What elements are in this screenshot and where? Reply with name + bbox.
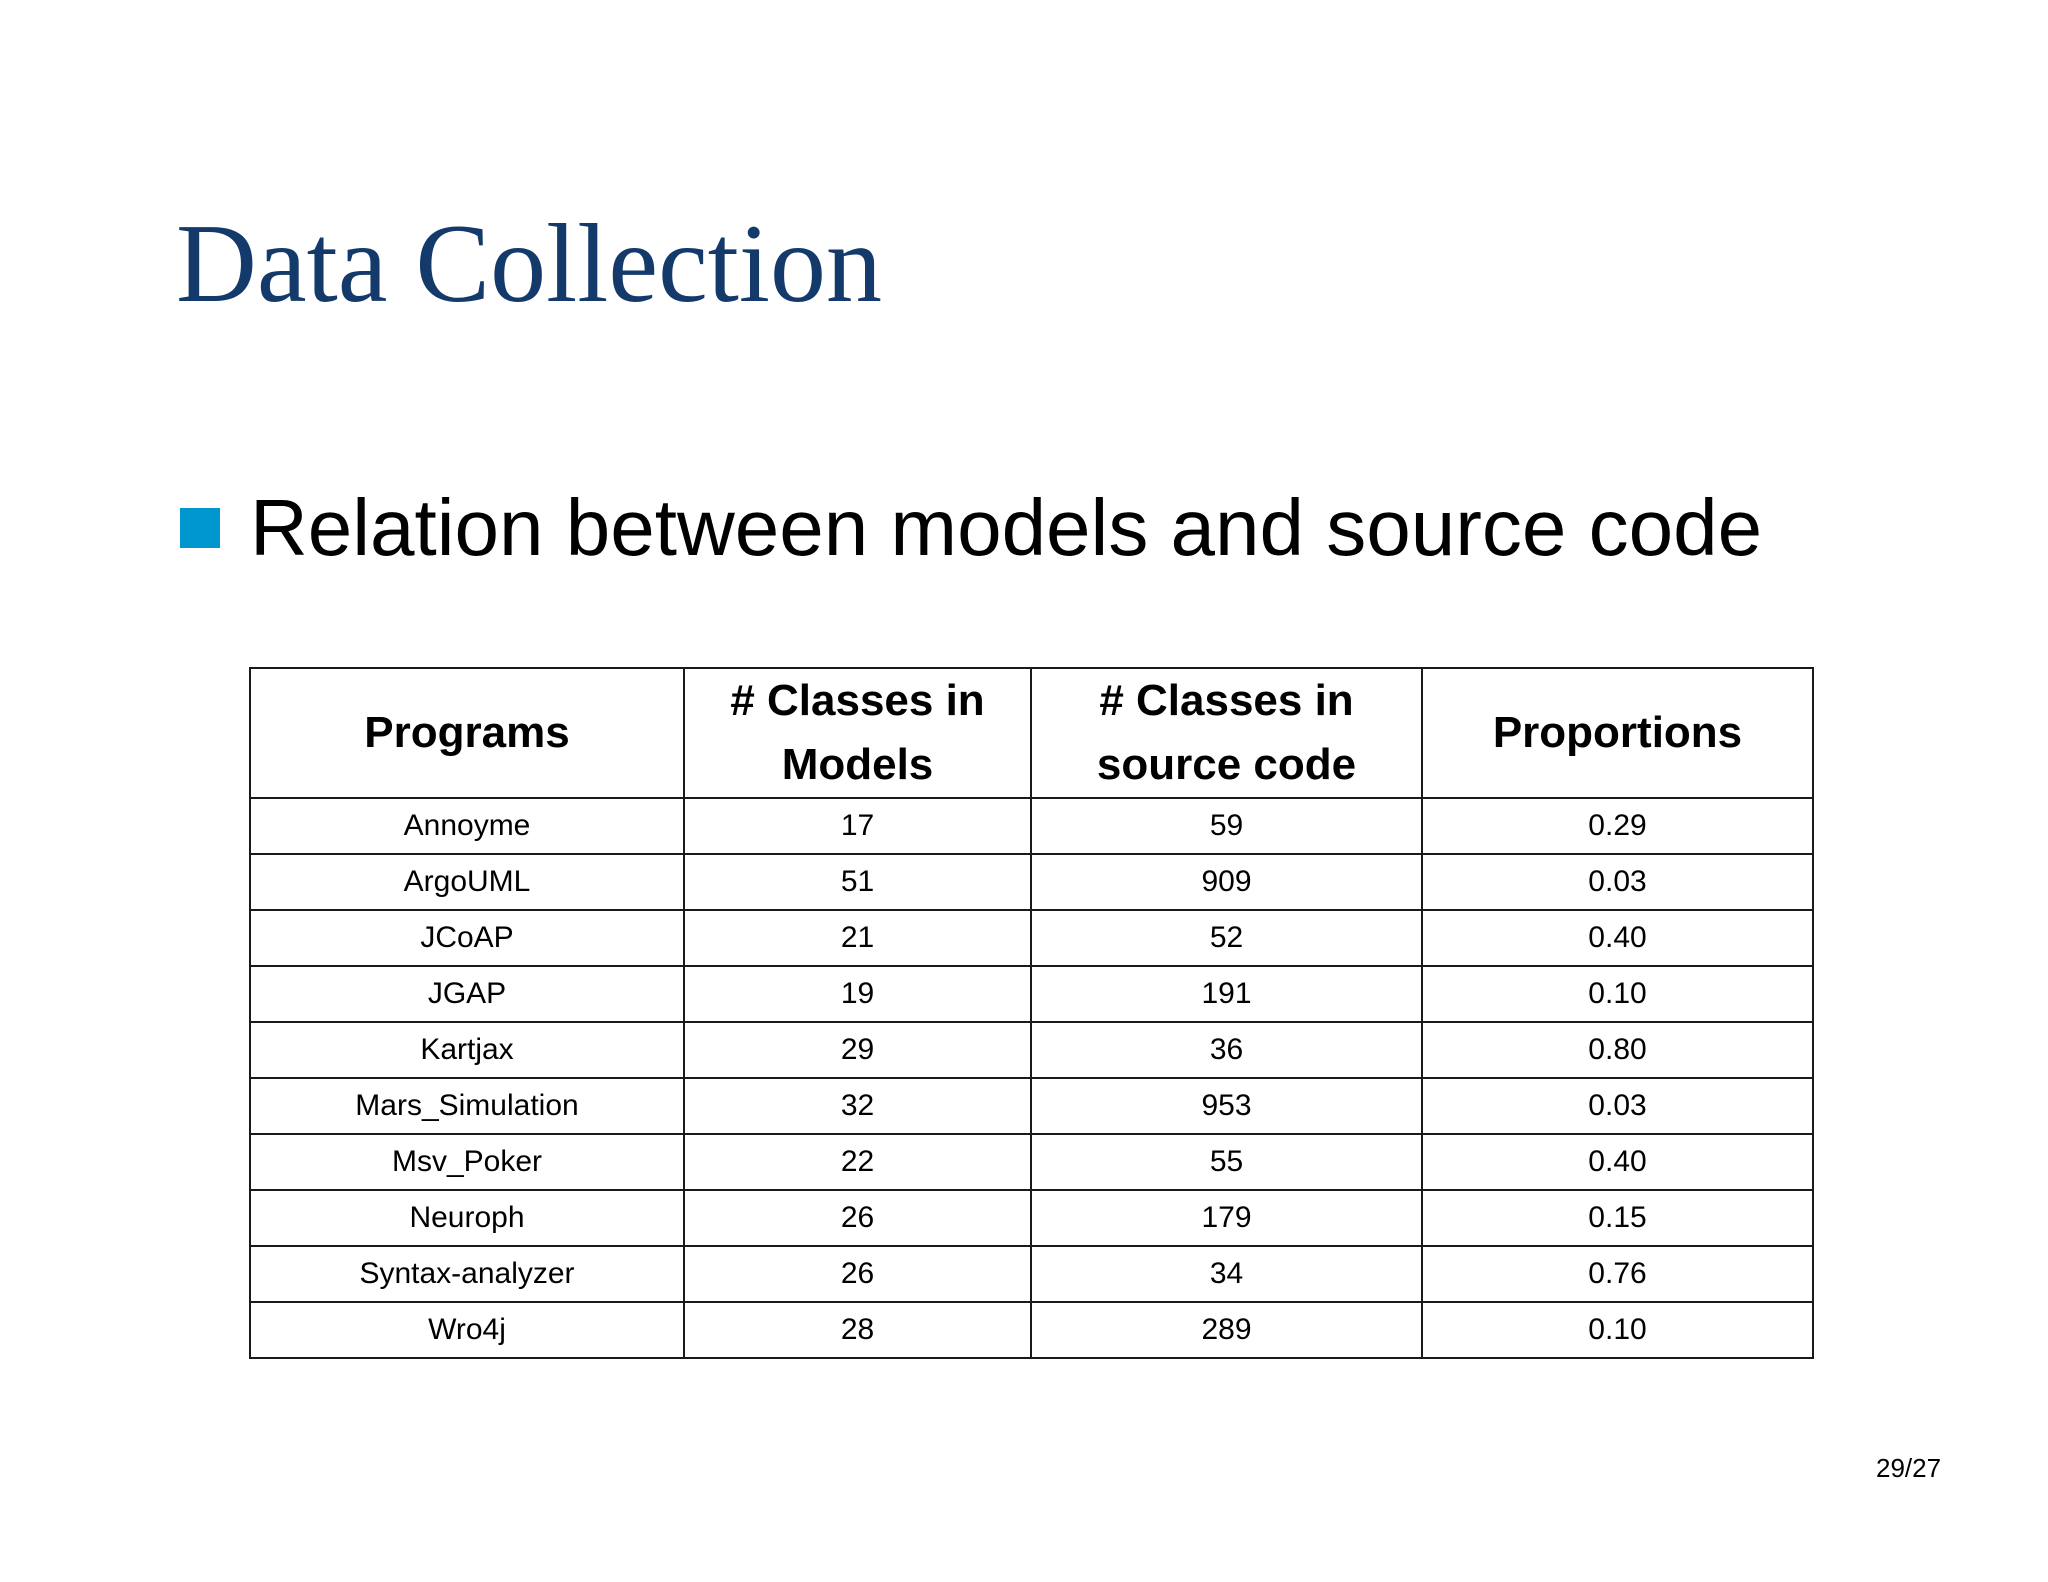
cell-models: 26 (683, 1189, 1032, 1247)
cell-program: Msv_Poker (249, 1133, 685, 1191)
cell-proportion: 0.15 (1421, 1189, 1814, 1247)
header-source-line1: # Classes in (1099, 676, 1354, 725)
bullet-item: Relation between models and source code (180, 488, 1762, 568)
bullet-text: Relation between models and source code (250, 483, 1763, 572)
cell-program: Neuroph (249, 1189, 685, 1247)
cell-models: 51 (683, 853, 1032, 911)
cell-models: 32 (683, 1077, 1032, 1135)
cell-models: 22 (683, 1133, 1032, 1191)
cell-proportion: 0.29 (1421, 797, 1814, 855)
header-classes-in-models: # Classes in Models (683, 667, 1032, 799)
cell-proportion: 0.10 (1421, 1301, 1814, 1359)
cell-program: Mars_Simulation (249, 1077, 685, 1135)
table-row: Annoyme 17 59 0.29 (249, 797, 1814, 855)
cell-models: 28 (683, 1301, 1032, 1359)
cell-proportion: 0.80 (1421, 1021, 1814, 1079)
cell-source: 953 (1030, 1077, 1423, 1135)
cell-source: 179 (1030, 1189, 1423, 1247)
cell-program: Syntax-analyzer (249, 1245, 685, 1303)
table-header-row: Programs # Classes in Models # Classes i… (249, 667, 1814, 799)
table-row: Wro4j 28 289 0.10 (249, 1301, 1814, 1359)
cell-program: Wro4j (249, 1301, 685, 1359)
cell-proportion: 0.03 (1421, 1077, 1814, 1135)
cell-source: 909 (1030, 853, 1423, 911)
cell-program: Kartjax (249, 1021, 685, 1079)
table-row: JGAP 19 191 0.10 (249, 965, 1814, 1023)
bullet-square-icon (180, 508, 220, 548)
cell-proportion: 0.03 (1421, 853, 1814, 911)
table-row: Syntax-analyzer 26 34 0.76 (249, 1245, 1814, 1303)
cell-models: 17 (683, 797, 1032, 855)
cell-source: 52 (1030, 909, 1423, 967)
table-row: Mars_Simulation 32 953 0.03 (249, 1077, 1814, 1135)
cell-source: 191 (1030, 965, 1423, 1023)
table-row: JCoAP 21 52 0.40 (249, 909, 1814, 967)
cell-models: 19 (683, 965, 1032, 1023)
cell-program: JCoAP (249, 909, 685, 967)
cell-models: 21 (683, 909, 1032, 967)
cell-source: 59 (1030, 797, 1423, 855)
header-models-line1: # Classes in (730, 676, 985, 725)
cell-proportion: 0.10 (1421, 965, 1814, 1023)
table-row: ArgoUML 51 909 0.03 (249, 853, 1814, 911)
table-row: Msv_Poker 22 55 0.40 (249, 1133, 1814, 1191)
cell-models: 26 (683, 1245, 1032, 1303)
cell-source: 34 (1030, 1245, 1423, 1303)
header-classes-in-source: # Classes in source code (1030, 667, 1423, 799)
cell-source: 289 (1030, 1301, 1423, 1359)
table-row: Kartjax 29 36 0.80 (249, 1021, 1814, 1079)
data-table: Programs # Classes in Models # Classes i… (249, 667, 1814, 1359)
header-source-line2: source code (1096, 740, 1357, 789)
page-number: 29/27 (1876, 1453, 1942, 1483)
header-programs-label: Programs (364, 708, 570, 757)
cell-proportion: 0.76 (1421, 1245, 1814, 1303)
cell-models: 29 (683, 1021, 1032, 1079)
cell-proportion: 0.40 (1421, 1133, 1814, 1191)
slide-title: Data Collection (176, 202, 883, 326)
cell-proportion: 0.40 (1421, 909, 1814, 967)
header-models-line2: Models (781, 740, 934, 789)
cell-program: JGAP (249, 965, 685, 1023)
cell-program: Annoyme (249, 797, 685, 855)
cell-program: ArgoUML (249, 853, 685, 911)
cell-source: 55 (1030, 1133, 1423, 1191)
header-proportions-label: Proportions (1492, 708, 1743, 757)
header-proportions: Proportions (1421, 667, 1814, 799)
cell-source: 36 (1030, 1021, 1423, 1079)
table-row: Neuroph 26 179 0.15 (249, 1189, 1814, 1247)
header-programs: Programs (249, 667, 685, 799)
